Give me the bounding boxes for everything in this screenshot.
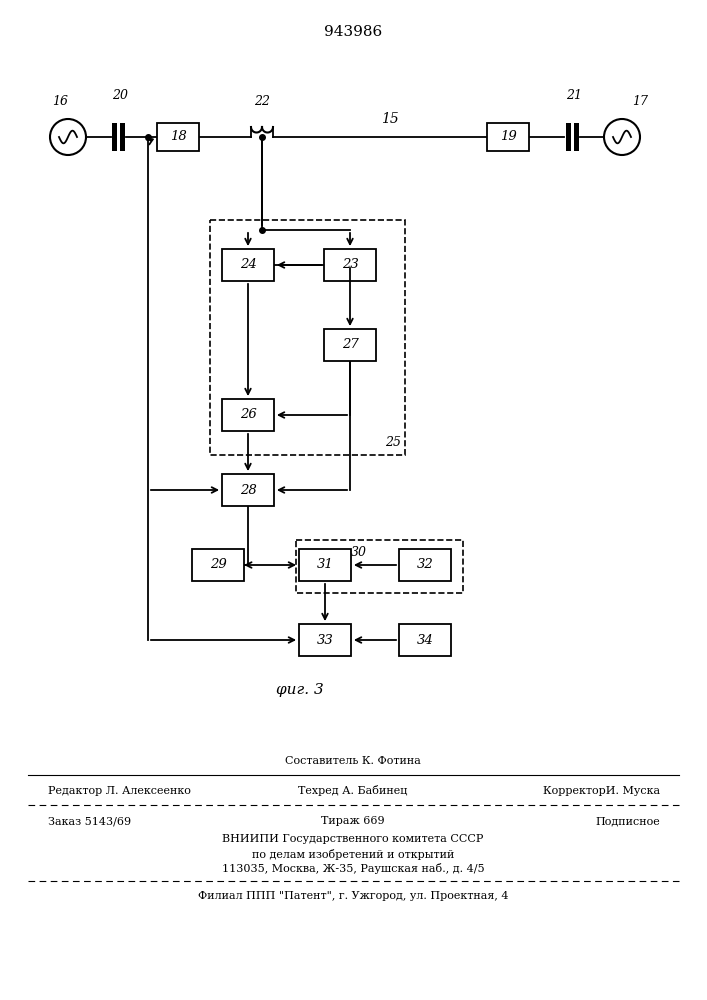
Text: КорректорИ. Муска: КорректорИ. Муска [543,786,660,796]
Text: 15: 15 [381,112,399,126]
Text: 113035, Москва, Ж-35, Раушская наб., д. 4/5: 113035, Москва, Ж-35, Раушская наб., д. … [222,862,484,874]
Text: 29: 29 [209,558,226,572]
Bar [399,624,451,656]
Text: 16: 16 [52,95,68,108]
Text: 34: 34 [416,634,433,647]
Text: 27: 27 [341,338,358,352]
Text: 30: 30 [351,546,367,559]
Bar [399,549,451,581]
Bar [324,329,376,361]
Bar [222,249,274,281]
Bar [192,549,244,581]
Bar [487,123,529,151]
Bar [112,123,117,151]
Text: Техред А. Бабинец: Техред А. Бабинец [298,786,408,796]
Text: 22: 22 [254,95,270,108]
Text: 25: 25 [385,436,401,449]
Text: Подписное: Подписное [595,816,660,826]
Text: Редактор Л. Алексеенко: Редактор Л. Алексеенко [48,786,191,796]
Text: Заказ 5143/69: Заказ 5143/69 [48,816,131,826]
Text: 19: 19 [500,130,516,143]
Text: 20: 20 [112,89,128,102]
Text: 32: 32 [416,558,433,572]
Text: 943986: 943986 [324,25,382,39]
Text: 26: 26 [240,408,257,422]
Text: 33: 33 [317,634,334,647]
Bar [210,220,405,455]
Text: 18: 18 [170,130,187,143]
Bar [299,549,351,581]
Text: Филиал ППП "Патент", г. Ужгород, ул. Проектная, 4: Филиал ППП "Патент", г. Ужгород, ул. Про… [198,891,508,901]
Bar [157,123,199,151]
Text: ВНИИПИ Государственного комитета СССР: ВНИИПИ Государственного комитета СССР [222,834,484,844]
Text: 23: 23 [341,258,358,271]
Text: 28: 28 [240,484,257,496]
Text: 21: 21 [566,89,582,102]
Bar [119,123,124,151]
Text: φиг. 3: φиг. 3 [276,683,324,697]
Text: 17: 17 [632,95,648,108]
Bar [222,399,274,431]
Bar [573,123,578,151]
Text: 24: 24 [240,258,257,271]
Bar [296,540,463,593]
Text: Составитель К. Фотина: Составитель К. Фотина [285,756,421,766]
Text: 31: 31 [317,558,334,572]
Text: по делам изобретений и открытий: по делам изобретений и открытий [252,848,454,859]
Text: Тираж 669: Тираж 669 [321,816,385,826]
Bar [222,474,274,506]
Bar [324,249,376,281]
Bar [566,123,571,151]
Bar [299,624,351,656]
